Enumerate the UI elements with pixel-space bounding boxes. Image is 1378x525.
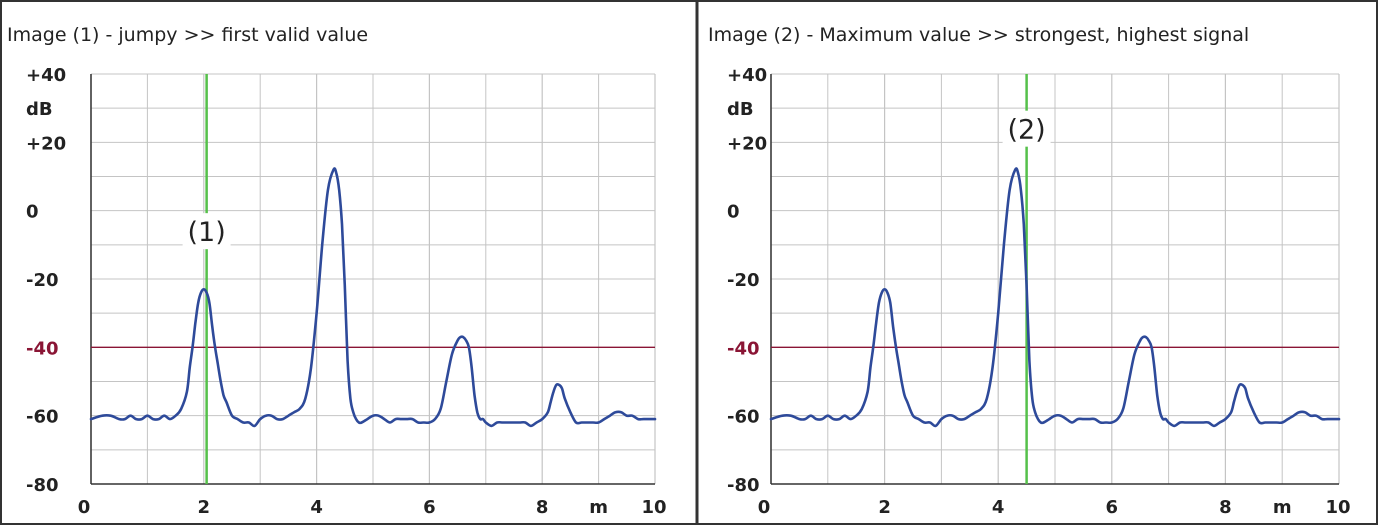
x-tick-label: 6: [1106, 497, 1119, 518]
y-tick-label: +40: [26, 65, 66, 86]
y-tick-label: -60: [727, 407, 760, 428]
y-tick-label: -60: [26, 407, 59, 428]
signal-curve-line: [769, 167, 1341, 428]
y-tick-label: -80: [26, 475, 59, 496]
y-tick-label: -20: [26, 270, 59, 291]
x-tick-label: 2: [198, 497, 211, 518]
y-unit-label: dB: [26, 99, 53, 120]
chart-title: Image (1) - jumpy >> first valid value: [7, 24, 368, 46]
chart-title: Image (2) - Maximum value >> strongest, …: [708, 24, 1249, 46]
marker-label: (2): [1007, 115, 1045, 146]
y-unit-label: dB: [727, 99, 754, 120]
y-tick-label: -20: [727, 270, 760, 291]
x-tick-label: 4: [992, 497, 1005, 518]
x-tick-label: 0: [78, 497, 91, 518]
x-unit-label: m: [589, 497, 608, 518]
y-tick-label: +20: [26, 133, 66, 154]
x-tick-label: 4: [310, 497, 323, 518]
x-tick-label: 8: [536, 497, 549, 518]
signal-curve-line: [89, 167, 657, 428]
marker-label: (1): [187, 217, 225, 248]
y-tick-label: +40: [727, 65, 767, 86]
x-unit-label: m: [1273, 497, 1292, 518]
x-tick-label: 10: [641, 497, 666, 518]
y-tick-label: +20: [727, 133, 767, 154]
x-tick-label: 6: [423, 497, 436, 518]
x-tick-label: 10: [1325, 497, 1350, 518]
threshold-label: -40: [26, 338, 59, 359]
marker-label-background: [1002, 110, 1051, 147]
y-tick-label: 0: [26, 202, 39, 223]
y-tick-label: 0: [727, 202, 740, 223]
threshold-label: -40: [727, 338, 760, 359]
x-tick-label: 2: [878, 497, 891, 518]
x-tick-label: 8: [1219, 497, 1232, 518]
y-tick-label: -80: [727, 475, 760, 496]
x-tick-label: 0: [758, 497, 771, 518]
marker-label-background: [182, 213, 231, 250]
